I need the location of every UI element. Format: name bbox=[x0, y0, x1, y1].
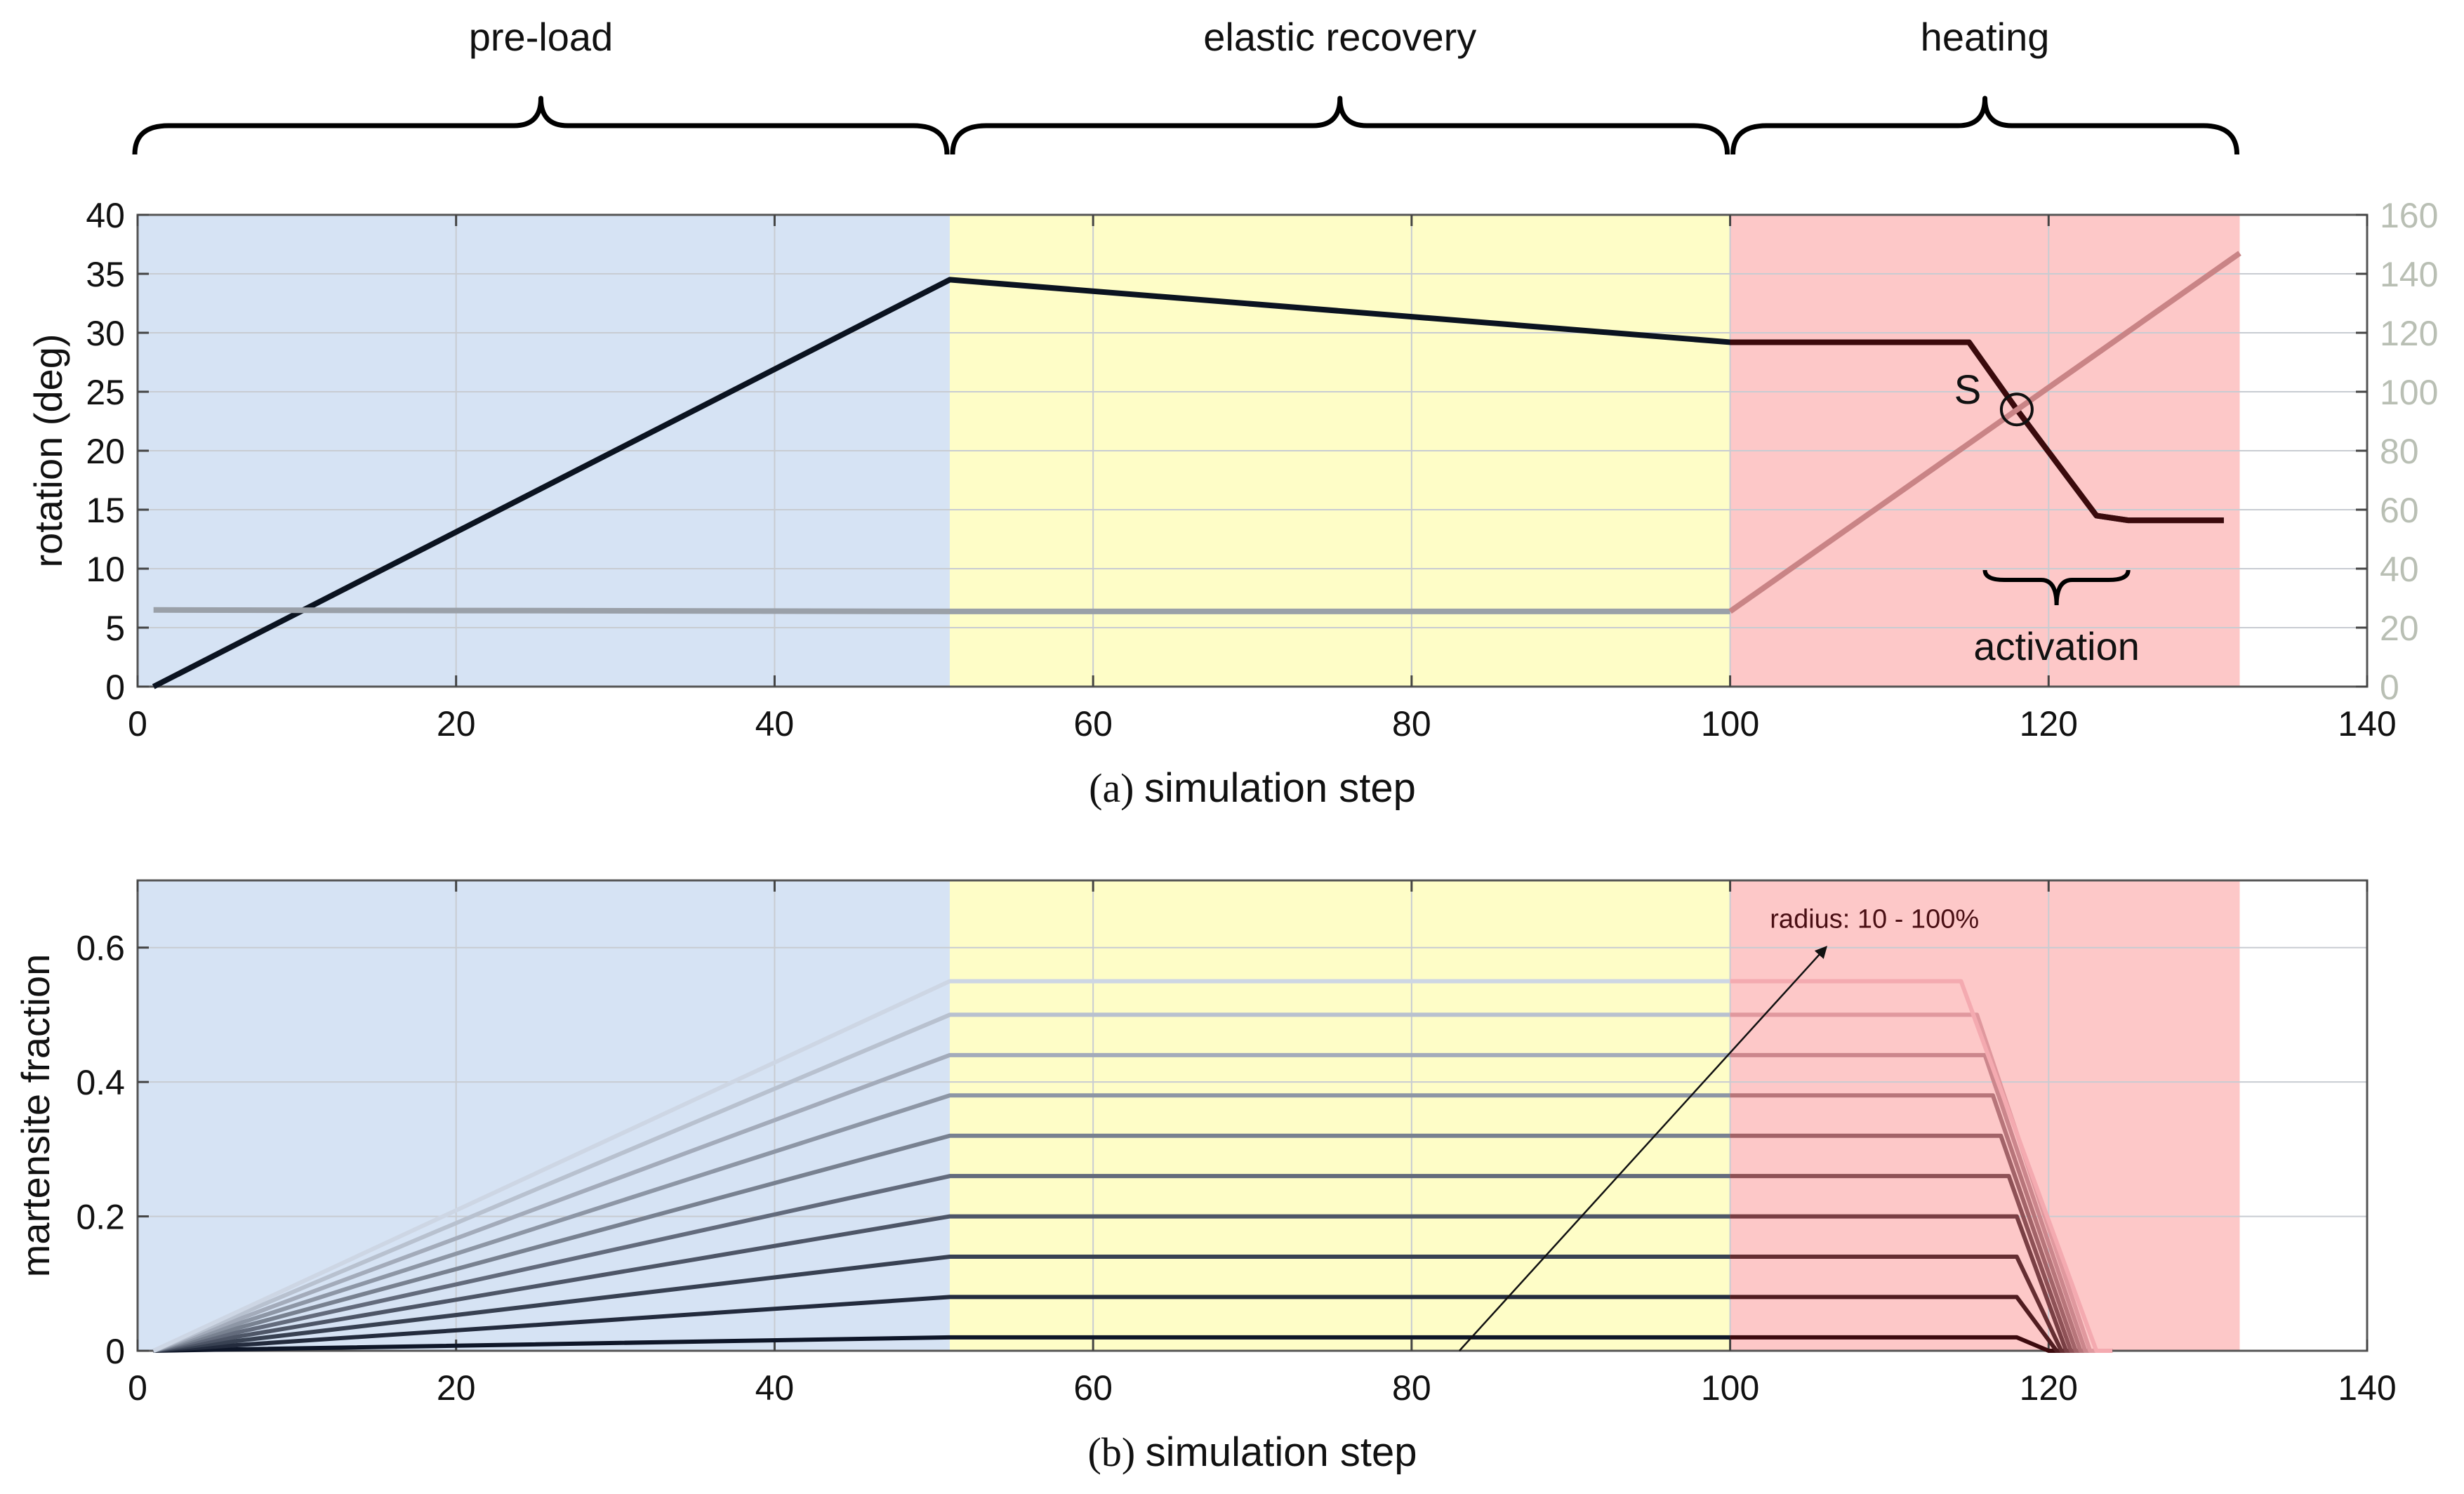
a-y-tick-label-2: 10 bbox=[86, 550, 125, 589]
a-series-temperature-line bbox=[153, 607, 1730, 614]
a-y2-tick-label-5: 100 bbox=[2380, 373, 2438, 412]
b-x-tick-label-1: 20 bbox=[437, 1368, 476, 1408]
a-series-rotation-heating-line bbox=[1730, 339, 2224, 524]
b-x-tick-label-0: 0 bbox=[128, 1368, 147, 1408]
b-x-tick-label-2: 40 bbox=[755, 1368, 795, 1408]
a-series-temperature-heating-line bbox=[1728, 251, 2241, 614]
phase-label-0: pre-load bbox=[469, 15, 613, 59]
b-x-tick-label-7: 140 bbox=[2338, 1368, 2396, 1408]
a-y-tick-label-7: 35 bbox=[86, 255, 125, 294]
a-x-axis-label: (a) simulation step bbox=[1089, 765, 1416, 811]
phase-brace-2 bbox=[1730, 95, 2240, 155]
b-x-axis-label-text: simulation step bbox=[1146, 1429, 1417, 1475]
a-x-tick-label-4: 80 bbox=[1392, 704, 1431, 743]
a-x-axis-label-text: simulation step bbox=[1144, 765, 1416, 811]
a-y2-tick-label-1: 20 bbox=[2380, 609, 2419, 648]
b-y-tick-label-2: 0.4 bbox=[76, 1063, 125, 1102]
a-activation-label: activation bbox=[1973, 624, 2140, 668]
a-y2-tick-label-4: 80 bbox=[2380, 432, 2419, 471]
b-series-line-0 bbox=[153, 1335, 1730, 1353]
a-panel-tag: (a) bbox=[1089, 765, 1144, 811]
a-x-tick-label-5: 100 bbox=[1701, 704, 1759, 743]
b-axes-box bbox=[136, 879, 2369, 1352]
b-y-axis-label: martensite fraction bbox=[13, 954, 58, 1278]
phase-label-2: heating bbox=[1921, 15, 2050, 59]
phase-braces: pre-load elastic recovery heating bbox=[132, 15, 2240, 155]
b-series-line-4 bbox=[153, 1174, 1730, 1353]
b-y-tick-label-0: 0 bbox=[105, 1332, 125, 1371]
b-series-line-9 bbox=[152, 979, 1730, 1353]
b-series-heating-line-9 bbox=[1730, 979, 2113, 1353]
a-y-axis-label: rotation (deg) bbox=[26, 333, 70, 567]
a-x-tick-label-7: 140 bbox=[2338, 704, 2396, 743]
panel-a-rotation-chart: 0 20 40 60 80 100 120 1400510152025303540020406… bbox=[26, 196, 2438, 811]
a-y-tick-label-0: 0 bbox=[105, 668, 125, 707]
phase-brace-1 bbox=[950, 95, 1730, 155]
b-series-line-3 bbox=[153, 1214, 1730, 1353]
phase-brace-0 bbox=[132, 95, 950, 155]
b-radius-annotation: radius: 10 - 100% bbox=[1770, 905, 1979, 934]
b-x-tick-label-4: 80 bbox=[1392, 1368, 1431, 1408]
b-phase-bg-1 bbox=[949, 880, 1730, 1351]
phase-label-1: elastic recovery bbox=[1203, 15, 1476, 59]
a-y2-tick-label-6: 120 bbox=[2380, 314, 2438, 353]
a-point-s-circle bbox=[1999, 392, 2034, 427]
a-y2-tick-label-8: 160 bbox=[2380, 196, 2438, 235]
b-series-line-6 bbox=[152, 1093, 1730, 1353]
a-y2-tick-label-3: 60 bbox=[2380, 491, 2419, 530]
a-y-tick-label-1: 5 bbox=[105, 609, 125, 648]
a-y2-tick-label-7: 140 bbox=[2380, 255, 2438, 294]
a-y-tick-label-6: 30 bbox=[86, 314, 125, 353]
a-y2-tick-label-2: 40 bbox=[2380, 550, 2419, 589]
b-phase-bg-0 bbox=[138, 880, 950, 1351]
a-x-tick-label-0: 0 bbox=[128, 704, 147, 743]
b-series-line-7 bbox=[152, 1052, 1730, 1353]
b-radius-arrow bbox=[1458, 946, 1828, 1351]
a-activation-brace bbox=[1982, 569, 2131, 606]
a-x-tick-label-1: 20 bbox=[437, 704, 476, 743]
a-x-tick-label-3: 60 bbox=[1073, 704, 1113, 743]
b-y-tick-label-3: 0.6 bbox=[76, 929, 125, 968]
a-x-tick-label-6: 120 bbox=[2020, 704, 2078, 743]
a-y-tick-label-4: 20 bbox=[86, 432, 125, 471]
a-point-s-label: S bbox=[1954, 367, 1982, 413]
b-y-tick-label-1: 0.2 bbox=[76, 1198, 125, 1237]
a-y-tick-label-3: 15 bbox=[86, 491, 125, 530]
a-y-tick-label-8: 40 bbox=[86, 196, 125, 235]
b-x-tick-label-5: 100 bbox=[1701, 1368, 1759, 1408]
b-x-tick-label-3: 60 bbox=[1073, 1368, 1113, 1408]
panel-b-martensite-chart: 0 20 40 60 80 100 120 140 0 0.2 0.4 0.6 radius: 10 -… bbox=[13, 879, 2397, 1475]
b-series-line-8 bbox=[152, 1012, 1730, 1353]
a-y-tick-label-5: 25 bbox=[86, 373, 125, 412]
b-panel-tag: (b) bbox=[1088, 1429, 1146, 1475]
a-y2-tick-label-0: 0 bbox=[2380, 668, 2399, 707]
a-x-tick-label-2: 40 bbox=[755, 704, 795, 743]
b-x-tick-label-6: 120 bbox=[2020, 1368, 2078, 1408]
b-series-line-1 bbox=[153, 1295, 1730, 1353]
b-series-line-2 bbox=[153, 1255, 1730, 1353]
b-x-axis-label: (b) simulation step bbox=[1088, 1429, 1417, 1475]
b-phase-bg-2 bbox=[1730, 880, 2240, 1351]
b-series-line-5 bbox=[152, 1133, 1730, 1353]
